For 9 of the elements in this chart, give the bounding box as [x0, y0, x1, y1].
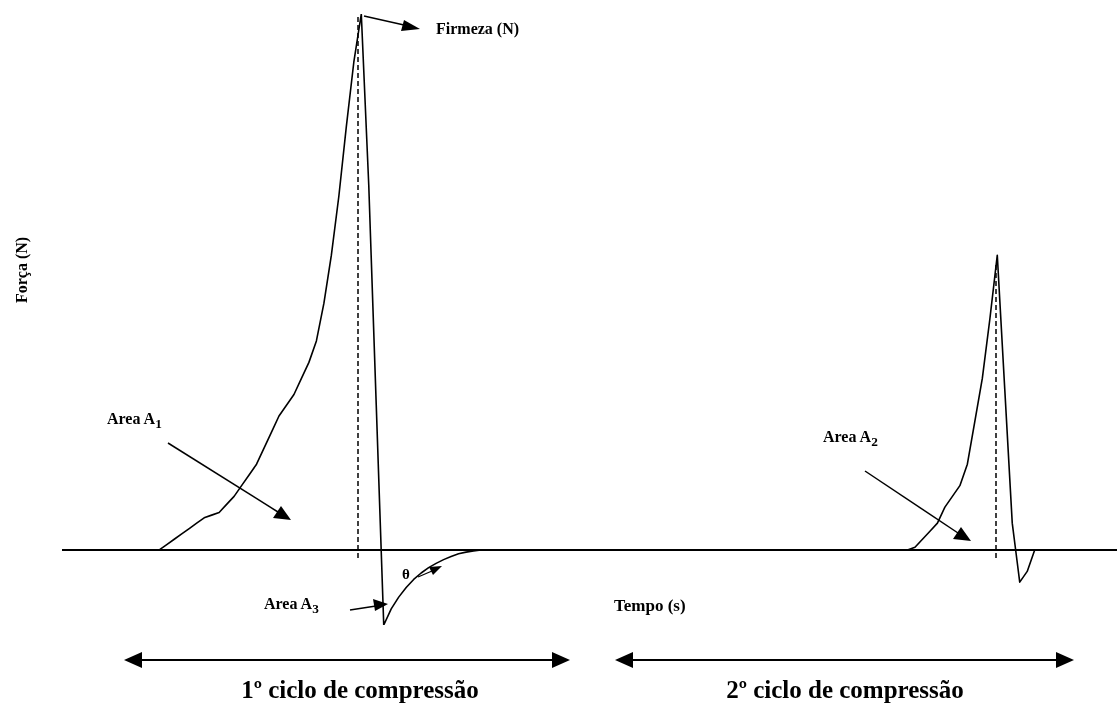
annotation: Area A$_{3}$ — [264, 595, 319, 618]
x-axis-title: Tempo (s) — [614, 596, 686, 616]
annotation: Area A$_{2}$ — [823, 428, 878, 451]
annotation: θ — [402, 566, 410, 583]
text: 2º ciclo de compressão — [726, 676, 964, 704]
annotation: Area A$_{1}$ — [107, 410, 162, 433]
text: 1º ciclo de compressão — [241, 676, 479, 704]
y-axis-title: Força (N) — [13, 236, 31, 304]
annotation: Firmeza (N) — [436, 20, 520, 38]
